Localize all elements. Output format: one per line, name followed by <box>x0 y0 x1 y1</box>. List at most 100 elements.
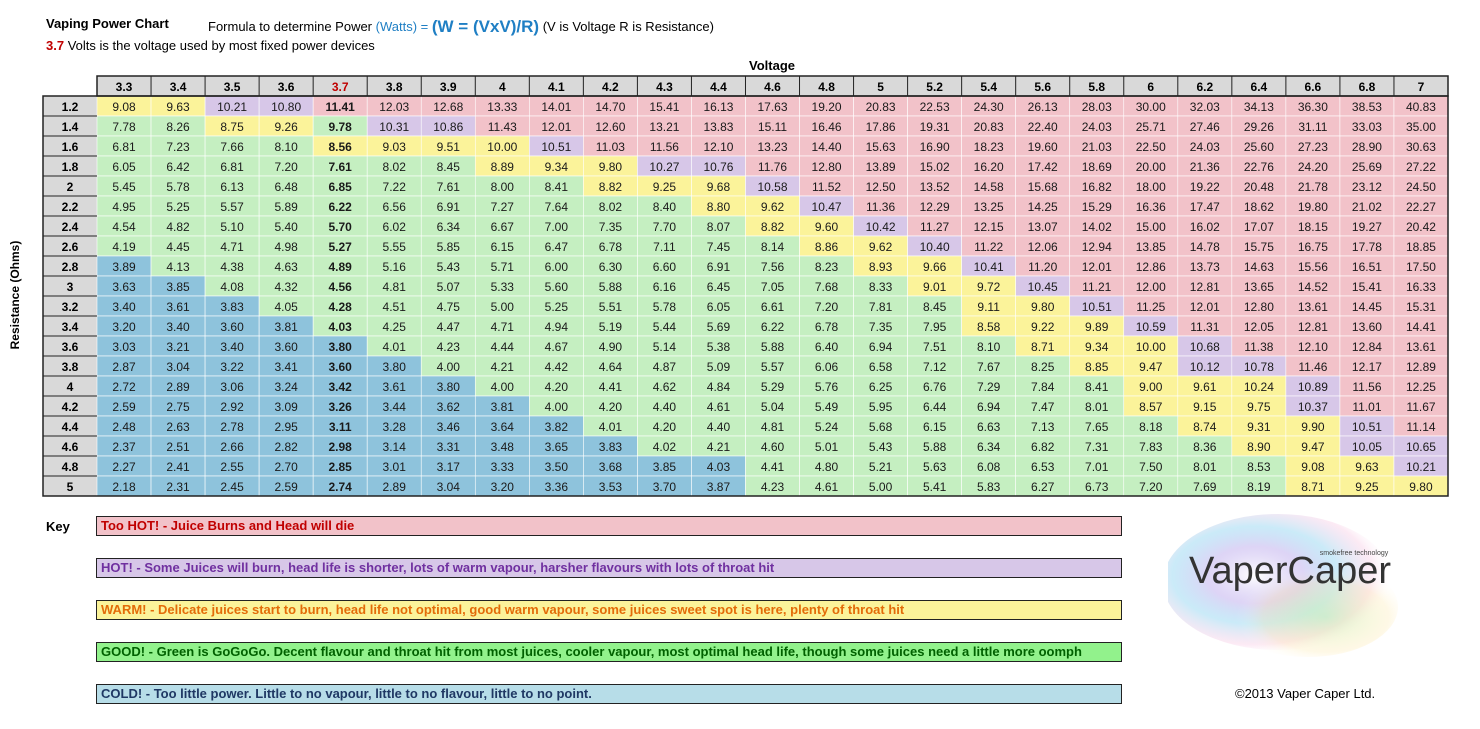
power-value: 28.03 <box>1082 100 1112 114</box>
power-value: 16.36 <box>1136 200 1166 214</box>
power-value: 9.63 <box>166 100 190 114</box>
power-value: 19.20 <box>812 100 842 114</box>
power-value: 18.00 <box>1136 180 1166 194</box>
power-value: 4.03 <box>707 460 731 474</box>
power-value: 8.41 <box>545 180 569 194</box>
power-value: 26.13 <box>1028 100 1058 114</box>
power-value: 7.47 <box>1031 400 1055 414</box>
fixed-voltage-text: Volts is the voltage used by most fixed … <box>67 38 375 53</box>
power-value: 6.45 <box>707 280 731 294</box>
power-value: 2.98 <box>329 440 353 454</box>
power-value: 6.78 <box>599 240 623 254</box>
power-value: 7.35 <box>599 220 623 234</box>
power-value: 14.78 <box>1190 240 1220 254</box>
power-value: 9.80 <box>599 160 623 174</box>
power-value: 3.36 <box>545 480 569 494</box>
power-value: 6.82 <box>1031 440 1055 454</box>
voltage-tick: 5.8 <box>1088 80 1105 94</box>
power-value: 6.56 <box>383 200 407 214</box>
power-value: 6.76 <box>923 380 947 394</box>
power-value: 12.94 <box>1082 240 1112 254</box>
power-value: 6.58 <box>869 360 893 374</box>
power-value: 9.90 <box>1301 420 1325 434</box>
voltage-tick: 6.2 <box>1196 80 1213 94</box>
power-value: 7.23 <box>166 140 190 154</box>
power-value: 2.63 <box>166 420 190 434</box>
power-value: 14.63 <box>1244 260 1274 274</box>
voltage-tick: 3.6 <box>278 80 295 94</box>
power-value: 4.54 <box>112 220 136 234</box>
power-value: 4.00 <box>545 400 569 414</box>
power-value: 4.60 <box>761 440 785 454</box>
power-value: 3.64 <box>491 420 515 434</box>
power-value: 12.89 <box>1406 360 1436 374</box>
power-value: 21.36 <box>1190 160 1220 174</box>
power-value: 16.33 <box>1406 280 1436 294</box>
power-value: 24.30 <box>974 100 1004 114</box>
power-value: 7.31 <box>1085 440 1109 454</box>
resistance-tick: 2.2 <box>62 200 79 214</box>
power-value: 3.50 <box>545 460 569 474</box>
power-value: 9.47 <box>1301 440 1325 454</box>
power-value: 14.52 <box>1298 280 1328 294</box>
power-value: 8.01 <box>1193 460 1217 474</box>
power-value: 7.64 <box>545 200 569 214</box>
power-value: 12.17 <box>1352 360 1382 374</box>
power-value: 8.25 <box>1031 360 1055 374</box>
power-value: 6.05 <box>112 160 136 174</box>
power-value: 4.56 <box>329 280 353 294</box>
power-value: 10.42 <box>866 220 896 234</box>
voltage-tick: 5.6 <box>1034 80 1051 94</box>
power-value: 3.04 <box>437 480 461 494</box>
power-value: 6.42 <box>166 160 190 174</box>
power-value: 2.41 <box>166 460 190 474</box>
power-value: 3.80 <box>329 340 353 354</box>
power-value: 6.34 <box>437 220 461 234</box>
power-value: 10.86 <box>433 120 463 134</box>
power-value: 8.71 <box>1031 340 1055 354</box>
power-value: 8.74 <box>1193 420 1217 434</box>
power-value: 5.40 <box>274 220 298 234</box>
power-value: 12.81 <box>1298 320 1328 334</box>
power-value: 13.60 <box>1352 320 1382 334</box>
power-value: 4.21 <box>707 440 731 454</box>
power-value: 20.48 <box>1244 180 1274 194</box>
power-value: 5.89 <box>274 200 298 214</box>
power-value: 4.28 <box>329 300 353 314</box>
power-value: 24.50 <box>1406 180 1436 194</box>
key-label: Key <box>46 519 70 534</box>
power-value: 2.78 <box>220 420 244 434</box>
voltage-tick: 6 <box>1147 80 1154 94</box>
power-value: 6.34 <box>977 440 1001 454</box>
power-value: 5.60 <box>545 280 569 294</box>
voltage-tick: 5.2 <box>926 80 943 94</box>
power-value: 8.02 <box>383 160 407 174</box>
power-value: 10.51 <box>1352 420 1382 434</box>
resistance-tick: 3.4 <box>62 320 79 334</box>
power-value: 7.29 <box>977 380 1001 394</box>
power-value: 7.66 <box>220 140 244 154</box>
power-value: 19.80 <box>1298 200 1328 214</box>
power-value: 5.25 <box>166 200 190 214</box>
power-table: 3.3 3.4 3.5 3.6 3.7 3.8 3.9 4 4.1 4.2 4.3 4.4 4.6 4.8… <box>42 75 1449 497</box>
power-value: 5.63 <box>923 460 947 474</box>
power-value: 6.13 <box>220 180 244 194</box>
power-value: 8.26 <box>166 120 190 134</box>
power-value: 2.27 <box>112 460 136 474</box>
power-value: 9.61 <box>1193 380 1217 394</box>
formula-line: Formula to determine Power (Watts) = (W … <box>208 16 714 36</box>
power-value: 5.71 <box>491 260 515 274</box>
power-value: 7.05 <box>761 280 785 294</box>
power-value: 9.25 <box>653 180 677 194</box>
power-value: 4.94 <box>545 320 569 334</box>
power-value: 8.40 <box>653 200 677 214</box>
power-value: 5.76 <box>815 380 839 394</box>
power-value: 3.80 <box>437 380 461 394</box>
power-value: 21.78 <box>1298 180 1328 194</box>
power-value: 9.51 <box>437 140 461 154</box>
power-value: 7.20 <box>815 300 839 314</box>
power-value: 4.05 <box>274 300 298 314</box>
power-value: 4.42 <box>545 360 569 374</box>
power-value: 2.70 <box>274 460 298 474</box>
power-value: 4.01 <box>383 340 407 354</box>
